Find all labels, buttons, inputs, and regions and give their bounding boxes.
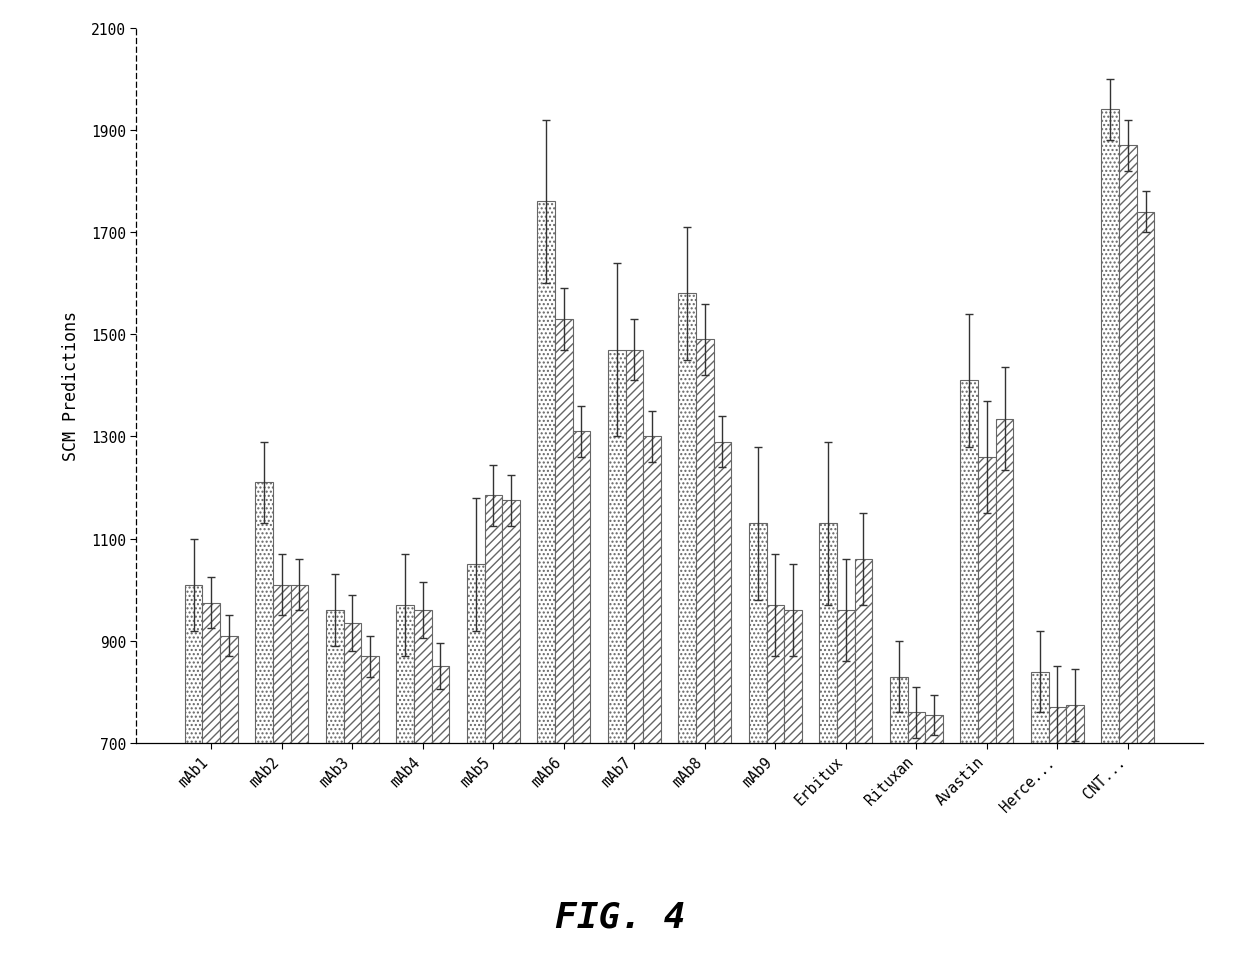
Bar (766, 605, 784, 743)
Bar (749, 524, 766, 743)
Bar (978, 457, 996, 743)
Bar (290, 585, 309, 743)
Bar (854, 559, 872, 743)
Bar (678, 294, 696, 743)
Bar (996, 419, 1013, 743)
Bar (1049, 707, 1066, 743)
Bar (221, 637, 238, 743)
Bar (961, 381, 978, 743)
Bar (925, 716, 942, 743)
Bar (1030, 672, 1049, 743)
Bar (361, 657, 378, 743)
Bar (343, 623, 361, 743)
Text: FIG. 4: FIG. 4 (554, 900, 686, 934)
Bar (714, 442, 732, 743)
Y-axis label: SCM Predictions: SCM Predictions (62, 311, 79, 461)
Bar (467, 564, 485, 743)
Bar (608, 351, 625, 743)
Bar (820, 524, 837, 743)
Bar (784, 611, 802, 743)
Bar (908, 713, 925, 743)
Bar (696, 340, 714, 743)
Bar (837, 611, 854, 743)
Bar (185, 585, 202, 743)
Bar (573, 432, 590, 743)
Bar (202, 603, 221, 743)
Bar (625, 351, 644, 743)
Bar (556, 319, 573, 743)
Bar (537, 202, 556, 743)
Bar (1137, 213, 1154, 743)
Bar (890, 677, 908, 743)
Bar (397, 605, 414, 743)
Bar (1101, 111, 1118, 743)
Bar (644, 437, 661, 743)
Bar (414, 611, 432, 743)
Bar (255, 483, 273, 743)
Bar (1118, 146, 1137, 743)
Bar (1066, 705, 1084, 743)
Bar (485, 496, 502, 743)
Bar (326, 611, 343, 743)
Bar (273, 585, 290, 743)
Bar (502, 501, 520, 743)
Bar (432, 667, 449, 743)
